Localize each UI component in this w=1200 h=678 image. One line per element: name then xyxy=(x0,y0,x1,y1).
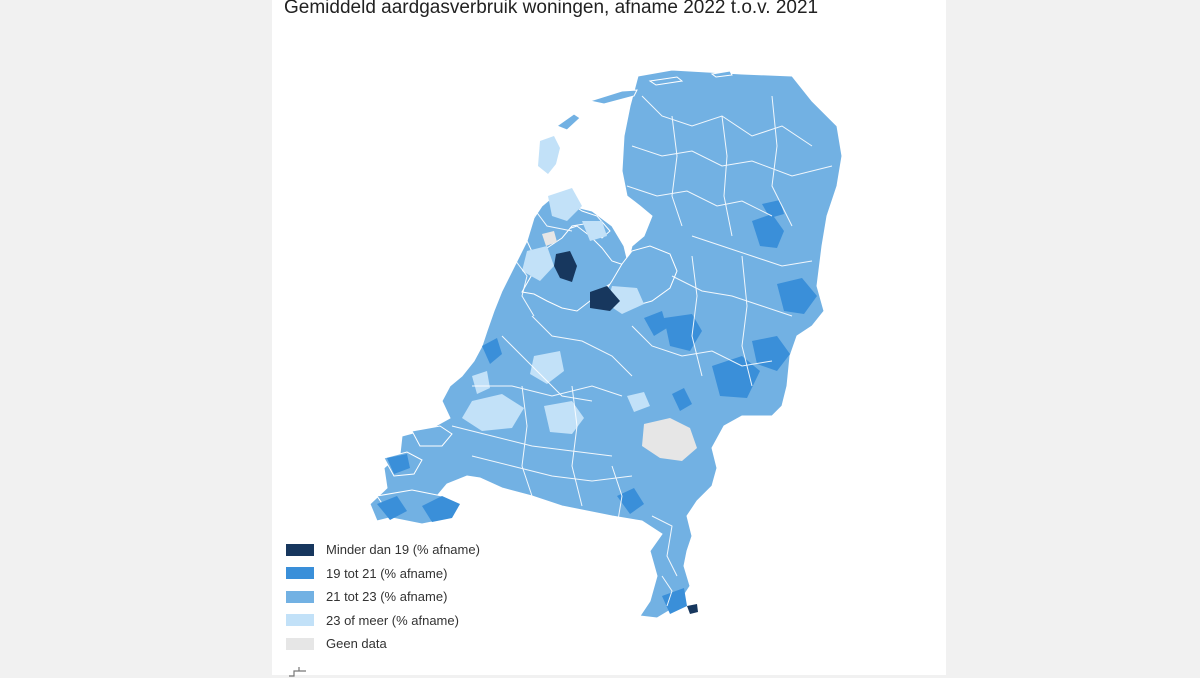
map-terschelling xyxy=(588,89,638,105)
legend-item-minder-dan-19[interactable]: Minder dan 19 (% afname) xyxy=(286,538,480,562)
map-regions-no-data xyxy=(542,231,697,461)
map-regions-23-plus xyxy=(462,136,650,434)
map-ameland xyxy=(648,76,684,86)
map-regions-19-21 xyxy=(377,200,817,614)
legend-label: 21 tot 23 (% afname) xyxy=(326,589,448,605)
legend-label: Geen data xyxy=(326,636,387,652)
legend: Minder dan 19 (% afname) 19 tot 21 (% af… xyxy=(286,538,480,656)
legend-item-19-tot-21[interactable]: 19 tot 21 (% afname) xyxy=(286,562,480,586)
map-regions-below-19 xyxy=(554,251,698,614)
chart-title: Gemiddeld aardgasverbruik woningen, afna… xyxy=(284,0,819,18)
legend-swatch xyxy=(286,543,314,556)
legend-swatch xyxy=(286,614,314,627)
chart-menu-icon[interactable] xyxy=(288,666,308,678)
legend-swatch xyxy=(286,637,314,650)
legend-item-geen-data[interactable]: Geen data xyxy=(286,632,480,656)
legend-swatch xyxy=(286,590,314,603)
legend-item-21-tot-23[interactable]: 21 tot 23 (% afname) xyxy=(286,585,480,609)
legend-label: Minder dan 19 (% afname) xyxy=(326,542,480,558)
netherlands-map xyxy=(369,69,843,619)
legend-item-23-of-meer[interactable]: 23 of meer (% afname) xyxy=(286,609,480,633)
chart-panel: Gemiddeld aardgasverbruik woningen, afna… xyxy=(272,0,946,678)
map-schiermonnikoog xyxy=(710,70,733,78)
map-vlieland xyxy=(555,113,581,131)
legend-label: 23 of meer (% afname) xyxy=(326,612,459,628)
legend-label: 19 tot 21 (% afname) xyxy=(326,565,448,581)
map-schouwen xyxy=(411,425,453,447)
map-borders xyxy=(451,95,833,607)
legend-swatch xyxy=(286,567,314,580)
